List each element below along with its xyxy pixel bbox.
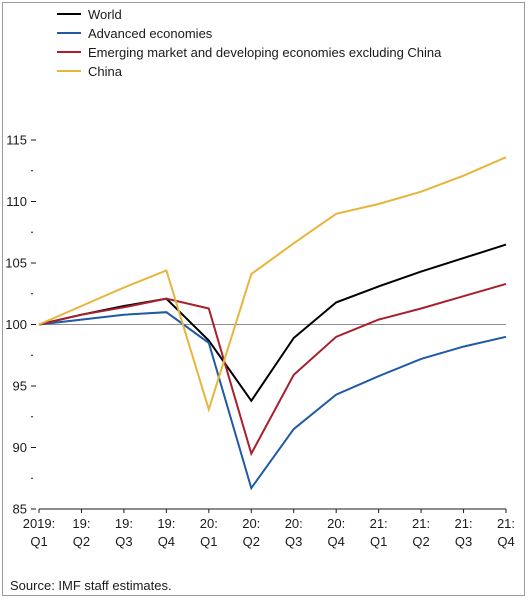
series-line-0 xyxy=(38,243,507,403)
series-line-1 xyxy=(38,311,507,491)
y-tick-label-85: 85 xyxy=(13,502,27,517)
x-tick-label-quarter-6: Q3 xyxy=(285,534,302,549)
x-tick-label-year-9: 21: xyxy=(412,516,430,531)
x-tick-label-year-6: 20: xyxy=(285,516,303,531)
legend-label-1: Advanced economies xyxy=(88,26,213,41)
series-line-3 xyxy=(38,156,507,413)
x-tick-label-year-7: 20: xyxy=(327,516,345,531)
y-tick-label-100: 100 xyxy=(5,317,27,332)
x-tick-label-year-4: 20: xyxy=(200,516,218,531)
x-tick-label-quarter-11: Q4 xyxy=(497,534,514,549)
y-tick-label-115: 115 xyxy=(6,133,27,148)
x-tick-label-quarter-1: Q2 xyxy=(73,534,90,549)
y-axis: 85 90 95 100 105 110 115 xyxy=(5,133,36,517)
chart-frame xyxy=(2,2,525,596)
x-tick-label-year-1: 19: xyxy=(72,516,90,531)
x-tick-label-year-2: 19: xyxy=(115,516,133,531)
series-layer xyxy=(38,156,507,491)
y-tick-label-110: 110 xyxy=(6,194,27,209)
legend-label-3: China xyxy=(88,64,123,79)
x-tick-label-quarter-5: Q2 xyxy=(243,534,260,549)
x-tick-label-quarter-10: Q3 xyxy=(455,534,472,549)
x-tick-label-year-0: 2019: xyxy=(23,516,56,531)
y-tick-label-90: 90 xyxy=(13,440,27,455)
x-tick-label-quarter-4: Q1 xyxy=(200,534,217,549)
x-tick-label-year-3: 19: xyxy=(157,516,175,531)
legend-label-2: Emerging market and developing economies… xyxy=(88,45,442,60)
x-tick-label-year-11: 21: xyxy=(497,516,515,531)
legend: World Advanced economies Emerging market a… xyxy=(57,7,442,79)
x-axis: 2019: Q1 19: Q2 19: Q3 19: Q4 20: Q1 20: Q2 20: Q3 20:… xyxy=(23,508,515,549)
x-tick-label-year-10: 21: xyxy=(455,516,473,531)
x-tick-label-quarter-0: Q1 xyxy=(30,534,47,549)
x-tick-label-quarter-8: Q1 xyxy=(370,534,387,549)
x-tick-label-year-8: 21: xyxy=(370,516,388,531)
x-tick-label-quarter-2: Q3 xyxy=(115,534,132,549)
x-tick-label-year-5: 20: xyxy=(242,516,260,531)
x-tick-label-quarter-9: Q2 xyxy=(412,534,429,549)
legend-label-0: World xyxy=(88,7,122,22)
x-tick-label-quarter-3: Q4 xyxy=(158,534,175,549)
y-tick-label-105: 105 xyxy=(5,256,27,271)
series-line-2 xyxy=(38,282,507,457)
y-tick-label-95: 95 xyxy=(13,379,27,394)
source-note: Source: IMF staff estimates. xyxy=(10,578,172,593)
x-tick-label-quarter-7: Q4 xyxy=(328,534,345,549)
